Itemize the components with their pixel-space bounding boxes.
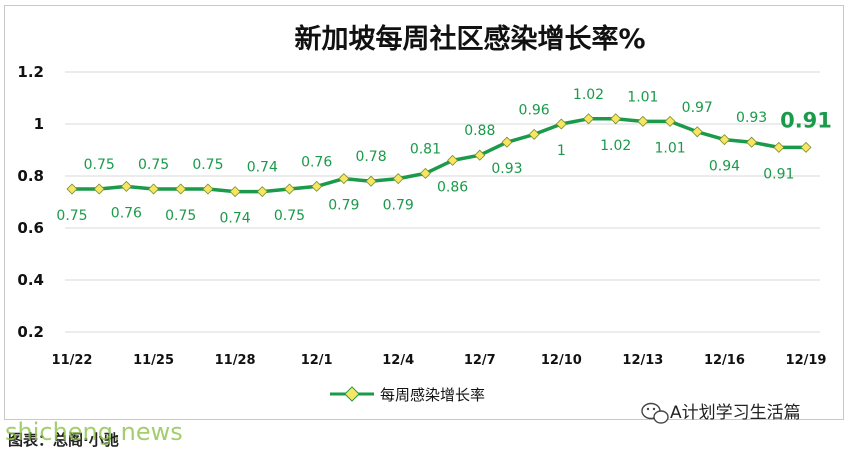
data-marker — [583, 113, 595, 125]
data-label: 0.79 — [328, 198, 359, 214]
y-tick-label: 0.8 — [17, 167, 44, 185]
data-label: 0.88 — [464, 123, 495, 139]
data-label: 0.75 — [56, 208, 87, 224]
data-marker — [148, 183, 160, 195]
data-label: 0.96 — [519, 102, 550, 118]
data-marker — [691, 126, 703, 138]
data-marker — [447, 154, 459, 166]
legend-marker — [344, 386, 360, 402]
data-label: 0.75 — [192, 157, 223, 173]
y-tick-label: 0.2 — [17, 323, 44, 341]
data-marker — [746, 136, 758, 148]
data-markers — [66, 113, 812, 198]
data-label: 0.81 — [410, 141, 441, 157]
data-marker — [256, 186, 268, 198]
x-tick-label: 11/22 — [52, 353, 93, 368]
y-tick-label: 0.6 — [17, 219, 44, 237]
y-axis: 0.2 0.4 0.6 0.8 1 1.2 — [17, 63, 44, 341]
data-label: 1.02 — [600, 138, 631, 154]
site-watermark: shicheng.news — [5, 418, 183, 446]
footer-caption: 图表：总阁·小驰 — [8, 431, 119, 449]
x-tick-label: 12/4 — [382, 353, 414, 368]
data-marker — [311, 180, 323, 192]
data-label: 1.01 — [627, 89, 658, 105]
data-marker — [800, 141, 812, 153]
data-marker — [419, 167, 431, 179]
data-label: 0.74 — [247, 160, 278, 176]
data-marker — [283, 183, 295, 195]
data-label: 0.76 — [111, 205, 142, 221]
series-polyline — [72, 117, 806, 194]
data-label: 0.75 — [274, 208, 305, 224]
x-tick-label: 11/28 — [215, 353, 256, 368]
data-marker — [229, 186, 241, 198]
data-label: 0.75 — [138, 157, 169, 173]
data-label: 0.94 — [709, 159, 740, 175]
data-marker — [474, 149, 486, 161]
data-marker — [120, 180, 132, 192]
data-marker — [93, 183, 105, 195]
data-label: 0.74 — [220, 211, 251, 227]
data-label: 0.86 — [437, 179, 468, 195]
legend-label: 每周感染增长率 — [380, 386, 485, 404]
data-marker — [338, 173, 350, 185]
data-label: 0.91 — [780, 108, 832, 132]
y-tick-label: 1 — [34, 115, 44, 133]
data-label: 0.76 — [301, 154, 332, 170]
data-label: 0.78 — [355, 149, 386, 165]
data-label: 0.97 — [682, 100, 713, 116]
data-label: 1.02 — [573, 87, 604, 103]
x-tick-label: 12/19 — [786, 353, 827, 368]
data-label: 0.91 — [763, 166, 794, 182]
data-labels: 0.75 0.75 0.76 0.75 0.75 0.75 0.74 0.74 0.75 0.76… — [56, 87, 832, 227]
chart-frame — [4, 5, 844, 420]
data-label: 0.75 — [165, 208, 196, 224]
data-label: 0.93 — [491, 161, 522, 177]
legend: 每周感染增长率 — [330, 386, 485, 404]
y-tick-label: 1.2 — [17, 63, 44, 81]
data-marker — [202, 183, 214, 195]
watermark-account: A计划学习生活篇 — [670, 403, 801, 423]
data-marker — [637, 115, 649, 127]
data-marker — [528, 128, 540, 140]
data-label: 1 — [557, 143, 566, 159]
x-tick-label: 12/1 — [301, 353, 333, 368]
data-marker — [718, 134, 730, 146]
x-tick-label: 11/25 — [133, 353, 174, 368]
data-label: 1.01 — [654, 140, 685, 156]
data-marker — [365, 175, 377, 187]
data-label: 0.75 — [84, 157, 115, 173]
data-marker — [555, 118, 567, 130]
x-tick-label: 12/16 — [704, 353, 745, 368]
data-marker — [664, 115, 676, 127]
data-marker — [175, 183, 187, 195]
x-tick-label: 12/10 — [541, 353, 582, 368]
x-tick-label: 12/13 — [622, 353, 663, 368]
x-axis: 11/22 11/25 11/28 12/1 12/4 12/7 12/10 12/13 12/… — [52, 353, 827, 368]
y-tick-label: 0.4 — [17, 271, 44, 289]
data-marker — [773, 141, 785, 153]
data-label: 0.79 — [383, 198, 414, 214]
series-line — [72, 117, 806, 194]
data-marker — [392, 173, 404, 185]
grid — [65, 71, 820, 333]
watermark: A计划学习生活篇 — [641, 402, 801, 424]
data-label: 0.93 — [736, 110, 767, 126]
data-marker — [501, 136, 513, 148]
x-tick-label: 12/7 — [464, 353, 496, 368]
data-marker — [610, 113, 622, 125]
data-marker — [66, 183, 78, 195]
chart-title: 新加坡每周社区感染增长率% — [294, 23, 645, 55]
wechat-icon — [641, 402, 669, 424]
